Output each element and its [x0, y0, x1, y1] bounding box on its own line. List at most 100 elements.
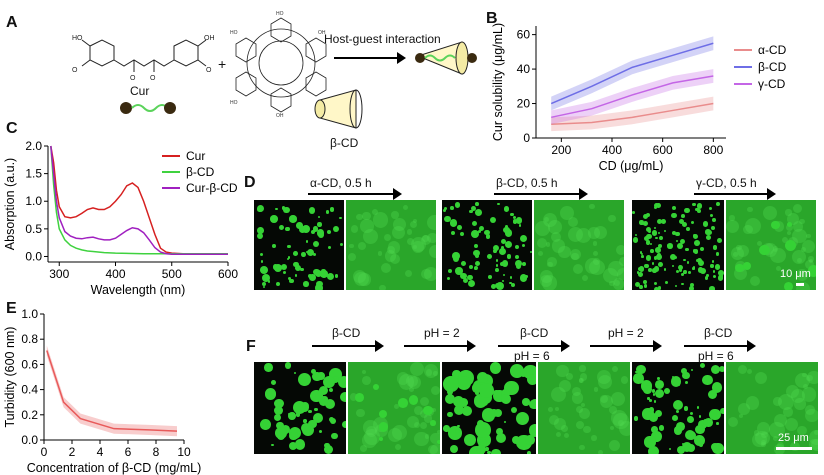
texture-spot: [387, 241, 401, 254]
panel-label-b: B: [486, 10, 498, 27]
y-axis-label: Absorption (a.u.): [3, 158, 17, 250]
texture-spot: [608, 214, 616, 223]
droplet: [685, 381, 689, 385]
texture-spot: [428, 245, 436, 259]
droplet: [308, 429, 314, 435]
texture-spot: [537, 251, 543, 257]
texture-spot: [786, 384, 800, 398]
beta-cd-cone-icon: [314, 89, 363, 129]
droplet: [698, 267, 704, 273]
texture-spot: [752, 432, 767, 448]
texture-spot: [353, 270, 367, 283]
droplet: [643, 213, 649, 220]
texture-spot: [579, 408, 591, 420]
droplet: [293, 261, 299, 268]
droplet: [683, 406, 689, 411]
droplet: [644, 264, 649, 269]
texture-spot: [392, 218, 406, 231]
droplet: [318, 430, 322, 434]
droplet: [456, 375, 472, 391]
droplet: [698, 442, 704, 448]
droplet: [474, 390, 480, 396]
droplet: [783, 281, 793, 290]
x-tick-label: 500: [162, 267, 182, 281]
droplet: [462, 405, 473, 416]
panel-f-arrow-1: [312, 340, 384, 352]
droplet: [670, 376, 682, 387]
droplet: [656, 218, 663, 225]
droplet: [644, 436, 656, 448]
droplet: [511, 282, 516, 287]
droplet: [650, 426, 658, 434]
legend-label-1: Cur: [186, 149, 205, 163]
droplet: [273, 413, 282, 422]
droplet: [510, 406, 517, 414]
droplet: [502, 279, 505, 282]
droplet: [690, 220, 694, 224]
droplet: [514, 244, 520, 250]
droplet: [504, 228, 513, 237]
texture-spot: [565, 373, 573, 381]
droplet: [288, 442, 298, 451]
texture-spot: [609, 281, 615, 287]
droplet: [651, 389, 656, 393]
droplet: [656, 252, 662, 257]
texture-spot: [770, 247, 786, 263]
droplet: [648, 268, 652, 272]
texture-spot: [772, 246, 779, 252]
droplet: [461, 261, 467, 267]
texture-spot: [588, 227, 600, 239]
panel-d-arrow-label-3: γ-CD, 0.5 h: [696, 176, 757, 190]
texture-spot: [743, 224, 753, 235]
texture-spot: [589, 204, 595, 210]
texture-spot: [756, 422, 770, 436]
droplet: [496, 282, 505, 290]
droplet: [658, 425, 665, 431]
texture-spot: [430, 432, 440, 445]
droplet: [677, 446, 686, 454]
texture-spot: [809, 429, 818, 446]
droplet: [339, 217, 342, 220]
droplet: [654, 388, 664, 398]
droplet: [272, 244, 276, 248]
droplet: [453, 404, 464, 415]
droplet: [646, 233, 652, 239]
droplet: [653, 205, 657, 209]
droplet: [647, 397, 650, 400]
droplet: [653, 400, 657, 403]
texture-spot: [412, 219, 417, 224]
droplet: [310, 229, 316, 234]
texture-spot: [785, 209, 792, 216]
droplet: [519, 369, 528, 377]
texture-spot: [560, 206, 574, 221]
droplet: [263, 285, 266, 289]
texture-spot: [362, 433, 377, 448]
texture-spot: [737, 364, 747, 374]
x-axis-label: Wavelength (nm): [91, 283, 186, 297]
series-line-2: [550, 42, 714, 105]
x-tick-label: 300: [49, 267, 69, 281]
texture-spot: [618, 421, 630, 437]
texture-spot: [613, 279, 620, 287]
texture-spot: [576, 420, 585, 429]
chart-b-solubility: 200 400 600 800 0 20 40 60 CD (μg/mL) Cur solubil…: [491, 23, 787, 173]
droplet: [527, 451, 532, 454]
texture-spot: [801, 387, 816, 402]
texture-spot: [437, 429, 440, 435]
droplet: [643, 235, 649, 241]
droplet: [807, 265, 816, 277]
droplet: [704, 276, 709, 280]
droplet: [305, 250, 309, 254]
droplet: [443, 376, 460, 393]
droplet: [679, 218, 685, 225]
svg-text:OH: OH: [318, 30, 326, 36]
droplet: [315, 284, 323, 290]
micrograph-f-1: [254, 362, 346, 454]
panel-label-a: A: [6, 14, 18, 31]
texture-spot: [571, 252, 580, 261]
texture-spot: [387, 246, 395, 254]
texture-spot: [362, 211, 371, 221]
droplet: [313, 240, 320, 248]
texture-spot: [599, 394, 613, 409]
texture-spot: [407, 238, 415, 246]
